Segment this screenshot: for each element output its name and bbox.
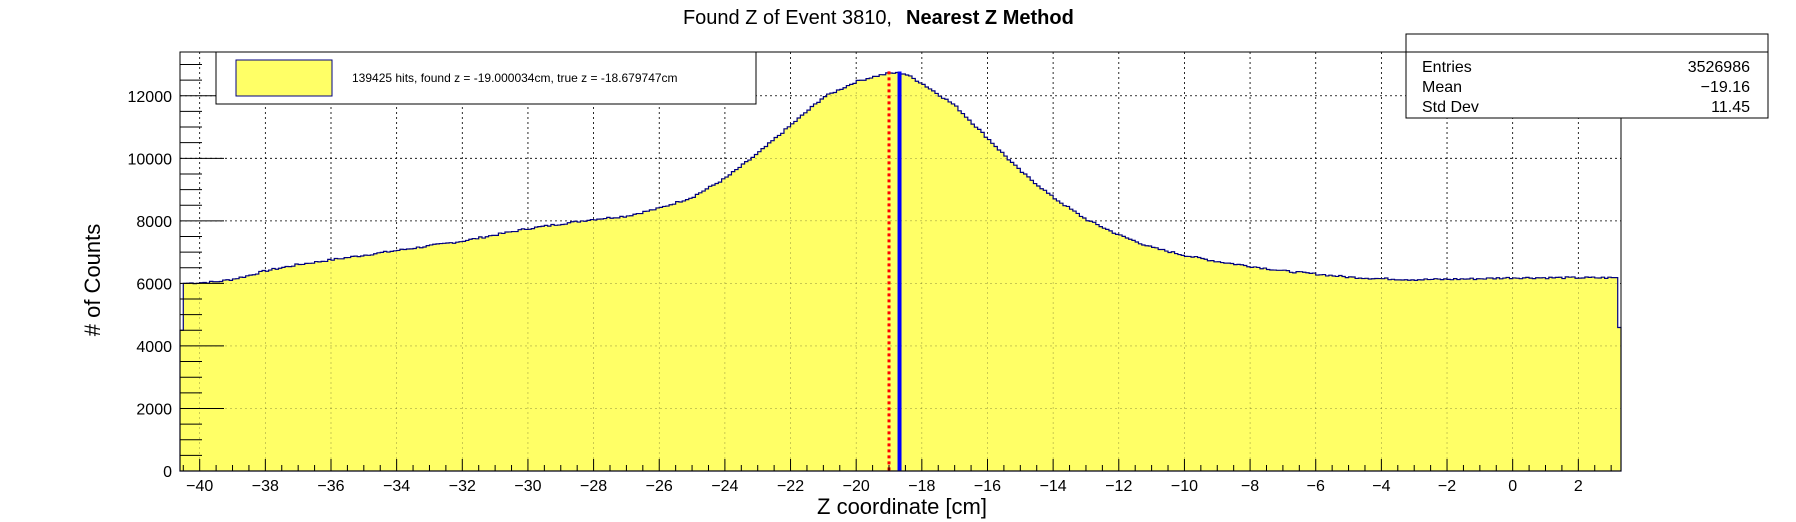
x-axis-label: Z coordinate [cm] (817, 494, 987, 519)
stats-box-frame (1405, 33, 1769, 119)
x-tick-label: −18 (908, 478, 935, 495)
x-axis-ticks: −40 −38 −36 −34 −32 −30 −28 −26 −24 −22 −20 −18 −16−… (182, 459, 1612, 495)
x-tick-label: −38 (252, 478, 279, 495)
y-tick-label: 10000 (128, 151, 173, 168)
stats-entries-label: Entries (1422, 59, 1472, 76)
plot-frame (179, 51, 1622, 472)
stats-mean-value: −19.16 (1701, 79, 1750, 96)
x-tick-label: −10 (1171, 478, 1198, 495)
marker-lines (887, 71, 902, 471)
legend: 139425 hits, found z = -19.000034cm, tru… (215, 51, 757, 105)
y-tick-label: 6000 (136, 276, 172, 293)
stats-entries-value: 3526986 (1688, 59, 1750, 76)
x-tick-label: −40 (186, 478, 213, 495)
y-tick-label: 8000 (136, 214, 172, 231)
chart-title: Found Z of Event 3810, (683, 7, 892, 29)
x-tick-label: −6 (1307, 478, 1325, 495)
x-tick-label: −28 (580, 478, 607, 495)
stats-box: Entries 3526986 Mean −19.16 Std Dev 11.4… (1405, 33, 1769, 119)
y-tick-label: 2000 (136, 401, 172, 418)
x-tick-label: −22 (777, 478, 804, 495)
x-tick-label: −20 (843, 478, 870, 495)
x-tick-label: −26 (646, 478, 673, 495)
y-tick-label: 12000 (128, 89, 173, 106)
x-tick-label: −24 (711, 478, 738, 495)
y-tick-label: 4000 (136, 339, 172, 356)
x-tick-label: −36 (317, 478, 344, 495)
x-tick-label: −2 (1438, 478, 1456, 495)
y-axis-label: # of Counts (80, 224, 105, 337)
legend-swatch (235, 59, 333, 97)
x-tick-label: −8 (1241, 478, 1259, 495)
x-tick-label: −34 (383, 478, 410, 495)
y-tick-label: 0 (163, 464, 172, 481)
x-tick-label: −12 (1105, 478, 1132, 495)
chart-title-bold: Nearest Z Method (906, 7, 1074, 29)
x-tick-label: 0 (1508, 478, 1517, 495)
legend-entry-label: 139425 hits, found z = -19.000034cm, tru… (352, 71, 678, 85)
stats-mean-label: Mean (1422, 79, 1462, 96)
stats-stddev-value: 11.45 (1711, 99, 1750, 116)
x-tick-label: −32 (449, 478, 476, 495)
x-tick-label: 2 (1574, 478, 1583, 495)
stats-stddev-label: Std Dev (1422, 99, 1479, 116)
x-tick-label: −4 (1372, 478, 1390, 495)
x-tick-label: −14 (1040, 478, 1067, 495)
x-tick-label: −30 (514, 478, 541, 495)
x-tick-label: −16 (974, 478, 1001, 495)
